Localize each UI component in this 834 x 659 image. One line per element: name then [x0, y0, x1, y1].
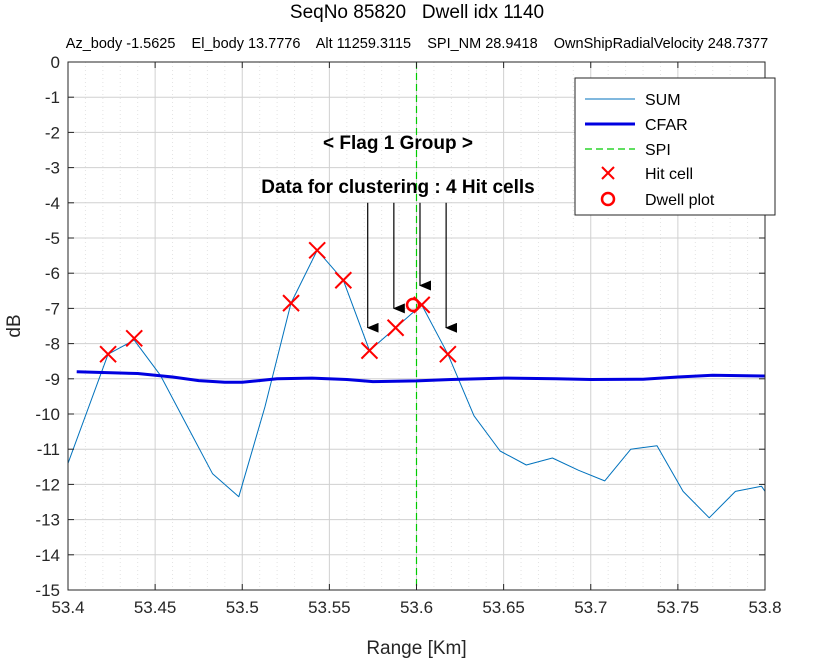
dwell-plot-marker	[405, 297, 421, 313]
y-tick-label: -6	[45, 264, 60, 283]
hit-cell-stroke	[99, 345, 117, 363]
hit-cell-marker	[125, 329, 143, 348]
annotations: < Flag 1 Group > Data for clustering : 4…	[261, 133, 535, 333]
y-tick-label: -8	[45, 335, 60, 354]
axes-frame	[67, 61, 766, 591]
legend-hit-cell-label: Hit cell	[645, 166, 693, 183]
y-tick-label: -5	[45, 229, 60, 248]
hit-cell-marker	[386, 319, 405, 337]
y-tick-label: -12	[35, 475, 60, 494]
clustering-annotation: Data for clustering : 4 Hit cells	[261, 177, 534, 198]
y-tick-label: -9	[45, 370, 60, 389]
x-tick-label: 53.5	[226, 598, 259, 617]
y-axis-label: dB	[4, 314, 25, 337]
plot-markers	[99, 241, 457, 363]
hit-cell-marker	[308, 241, 326, 260]
x-tick-label: 53.6	[400, 598, 433, 617]
legend-spi-label: SPI	[645, 142, 671, 159]
hit-cell-marker	[282, 294, 300, 312]
x-tick-label: 53.4	[51, 598, 84, 617]
legend: SUM CFAR SPI Hit cell Dwell plot	[574, 77, 776, 216]
y-tick-label: -10	[35, 405, 60, 424]
legend-dwell-plot-label: Dwell plot	[645, 192, 715, 209]
legend-hit-cell-marker	[601, 166, 615, 180]
legend-sum-label: SUM	[645, 92, 681, 109]
plot-series	[68, 62, 765, 590]
sum-series-line	[68, 249, 765, 519]
chart-subtitle: Az_body -1.5625 El_body 13.7776 Alt 1125…	[65, 36, 769, 52]
legend-cfar-label: CFAR	[645, 117, 688, 134]
x-tick-label: 53.8	[748, 598, 781, 617]
hit-cell-marker	[439, 345, 457, 363]
axes: 53.4 53.45 53.5 53.55 53.6 53.65 53.7 53.75 53.8…	[4, 53, 782, 659]
y-tick-label: -14	[35, 546, 60, 565]
y-tick-label: 0	[51, 53, 60, 72]
hit-cell-marker	[99, 345, 117, 363]
y-tick-label: -11	[37, 440, 60, 459]
hit-cell-stroke	[308, 241, 326, 260]
x-tick-label: 53.55	[308, 598, 351, 617]
hit-cell-stroke	[334, 271, 353, 289]
y-tick-label: -1	[45, 88, 60, 107]
y-tick-label: -7	[45, 299, 60, 318]
hit-cell-marker	[334, 271, 353, 289]
hit-cell-stroke	[386, 319, 405, 337]
x-tick-label: 53.65	[482, 598, 525, 617]
hit-cell-stroke	[125, 329, 143, 348]
x-axis-label: Range [Km]	[366, 638, 466, 659]
x-tick-label: 53.7	[574, 598, 607, 617]
cfar-series-line	[76, 370, 765, 384]
y-tick-label: -3	[45, 159, 60, 178]
y-tick-label: -15	[35, 581, 60, 600]
chart-title: SeqNo 85820 Dwell idx 1140	[289, 2, 545, 23]
y-tick-label: -13	[35, 511, 60, 530]
hit-cell-stroke	[282, 294, 300, 312]
hit-cell-stroke	[439, 345, 457, 363]
y-tick-label: -2	[45, 123, 60, 142]
hit-cell-stroke	[360, 341, 379, 360]
legend-dwell-plot-marker	[600, 191, 616, 207]
y-tick-label: -4	[45, 194, 60, 213]
x-tick-label: 53.75	[657, 598, 700, 617]
flag-group-annotation: < Flag 1 Group >	[323, 133, 473, 154]
hit-cell-marker	[360, 341, 379, 360]
x-tick-label: 53.45	[134, 598, 177, 617]
